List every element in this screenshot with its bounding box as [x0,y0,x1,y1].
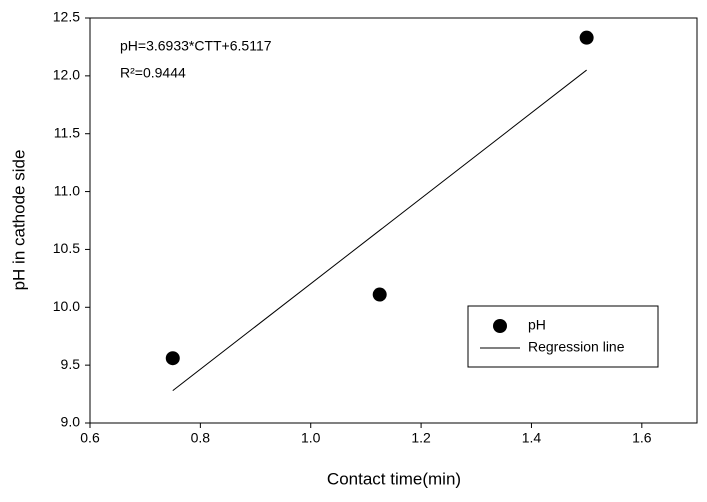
data-point [579,30,594,45]
regression-line [172,69,587,391]
data-point [372,287,387,302]
x-tick-label: 1.0 [301,430,321,446]
x-tick-label: 1.4 [522,430,542,446]
y-tick-label: 12.5 [53,9,80,25]
legend-marker [493,319,507,333]
x-tick-label: 0.8 [191,430,211,446]
y-tick-label: 9.0 [61,414,81,430]
y-tick-label: 11.0 [54,182,80,198]
legend-box [467,305,659,368]
legend-label: pH [528,317,546,333]
y-axis-title: pH in cathode side [9,150,28,291]
annotation: pH=3.6933*CTT+6.5117 [120,38,272,54]
x-tick-label: 0.6 [80,430,100,446]
x-axis-title: Contact time(min) [327,469,461,488]
y-tick-label: 12.0 [53,67,80,83]
data-point [165,351,180,366]
x-tick-label: 1.2 [411,430,431,446]
annotation: R²=0.9444 [120,65,186,81]
y-tick-label: 10.5 [53,240,80,256]
y-tick-label: 11.5 [54,124,80,140]
legend-label: Regression line [528,339,625,355]
y-tick-label: 9.5 [61,356,81,372]
y-tick-label: 10.0 [53,298,80,314]
x-tick-label: 1.6 [632,430,652,446]
plot-frame [89,17,698,424]
